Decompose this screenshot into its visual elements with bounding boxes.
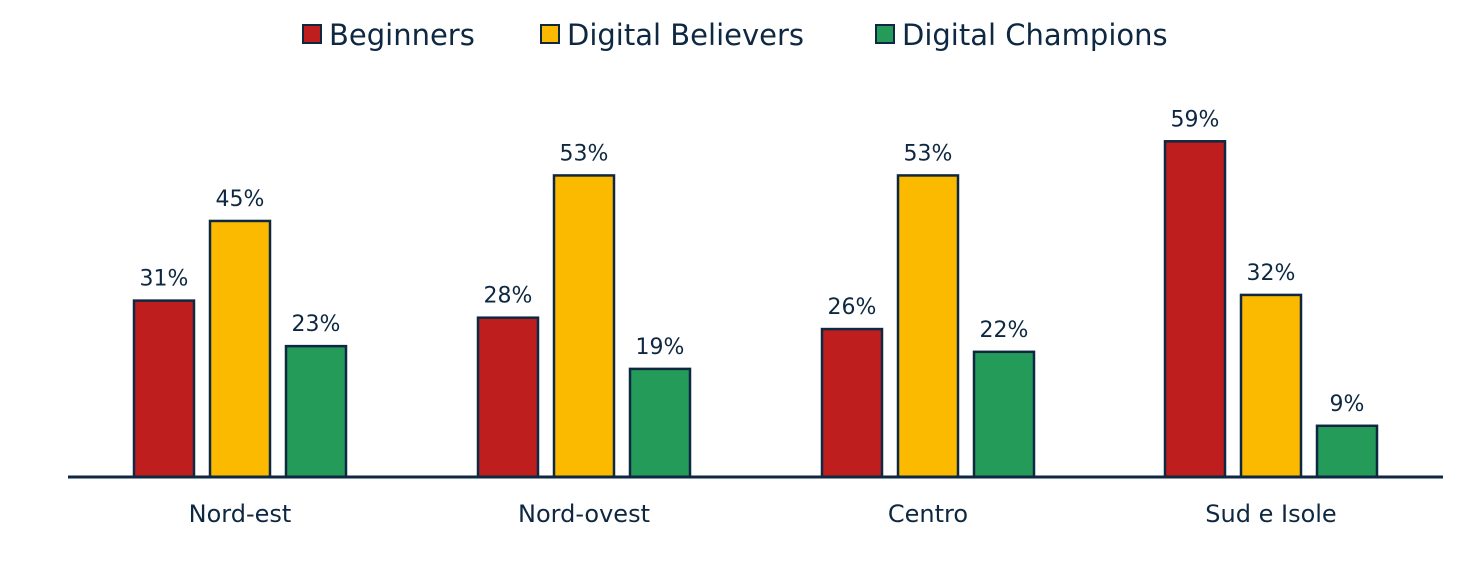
bar-nord-est-beginners bbox=[132, 299, 196, 479]
value-labels-group: 31% 45% 23% 28% 53% 19% 26% 53% 22% 59% 32% 9% bbox=[140, 107, 1365, 417]
data-label-centro-digital-believers: 53% bbox=[904, 141, 953, 166]
bar-sud-e-isole-beginners bbox=[1163, 140, 1227, 479]
bar-sud-e-isole-digital-believers bbox=[1239, 293, 1303, 479]
data-label-nord-est-digital-believers: 45% bbox=[216, 187, 265, 212]
legend-label-digital-champions: Digital Champions bbox=[902, 18, 1168, 52]
bar-centro-beginners bbox=[820, 327, 884, 479]
legend-label-beginners: Beginners bbox=[329, 18, 475, 52]
legend-label-digital-believers: Digital Believers bbox=[567, 18, 804, 52]
legend-swatch-beginners bbox=[302, 24, 322, 44]
data-label-nord-ovest-digital-champions: 19% bbox=[636, 335, 685, 360]
bar-sud-e-isole-digital-champions bbox=[1315, 424, 1379, 479]
bar-nord-ovest-digital-champions bbox=[628, 367, 692, 479]
data-label-sud-e-isole-digital-champions: 9% bbox=[1330, 392, 1365, 417]
x-tick-label-centro: Centro bbox=[888, 500, 968, 528]
bars-group bbox=[132, 140, 1379, 479]
bar-nord-ovest-beginners bbox=[476, 316, 540, 479]
data-label-sud-e-isole-beginners: 59% bbox=[1171, 107, 1220, 132]
legend-swatch-digital-believers bbox=[540, 24, 560, 44]
x-tick-label-sud-e-isole: Sud e Isole bbox=[1205, 500, 1336, 528]
data-label-sud-e-isole-digital-believers: 32% bbox=[1247, 261, 1296, 286]
data-label-nord-est-beginners: 31% bbox=[140, 267, 189, 292]
bar-nord-est-digital-believers bbox=[208, 219, 272, 479]
bar-centro-digital-believers bbox=[896, 174, 960, 479]
x-tick-label-nord-ovest: Nord-ovest bbox=[518, 500, 650, 528]
bar-nord-est-digital-champions bbox=[284, 344, 348, 479]
data-label-nord-ovest-digital-believers: 53% bbox=[560, 141, 609, 166]
data-label-centro-digital-champions: 22% bbox=[980, 318, 1029, 343]
data-label-nord-est-digital-champions: 23% bbox=[292, 312, 341, 337]
category-labels-group: Nord-est Nord-ovest Centro Sud e Isole bbox=[189, 500, 1337, 528]
legend-swatch-digital-champions bbox=[875, 24, 895, 44]
data-label-centro-beginners: 26% bbox=[828, 295, 877, 320]
x-tick-label-nord-est: Nord-est bbox=[189, 500, 292, 528]
legend: Beginners Digital Believers Digital Champi… bbox=[302, 18, 1168, 52]
bar-centro-digital-champions bbox=[972, 350, 1036, 479]
data-label-nord-ovest-beginners: 28% bbox=[484, 284, 533, 309]
bar-nord-ovest-digital-believers bbox=[552, 174, 616, 479]
